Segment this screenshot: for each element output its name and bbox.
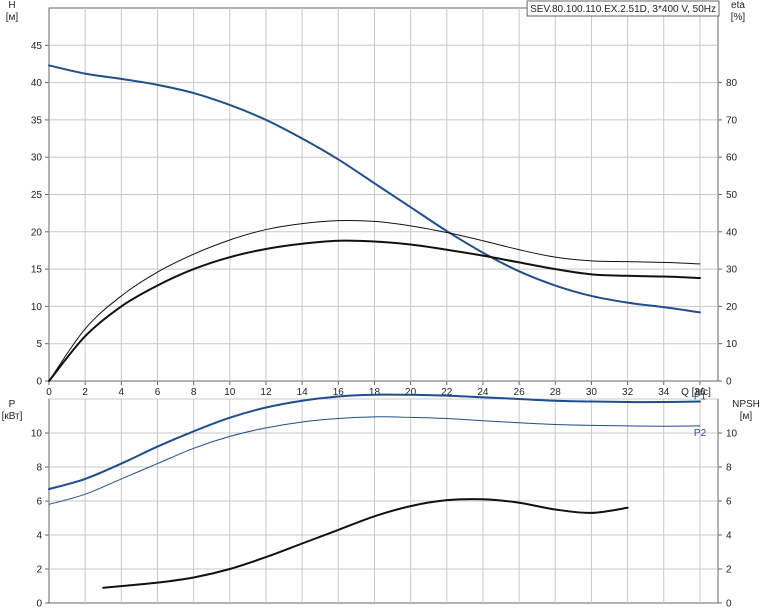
y-left-tick-label: 10 <box>31 302 43 313</box>
head-efficiency-plot: 0 2 4 6 8 10 12 14 16 18 20 22 24 26 28 30 32 34 360510152… <box>6 0 746 398</box>
axis-label-line: [кВт] <box>2 411 23 422</box>
y-left-tick-label: 30 <box>31 153 43 164</box>
y-right-tick-label: 40 <box>726 227 738 238</box>
y-right-axis-label: NPSH [м] <box>732 399 760 422</box>
series-line-2 <box>48 219 701 382</box>
series-line-1 <box>48 64 701 314</box>
x-tick-label: 8 <box>191 387 197 398</box>
y-left-axis-label: P [кВт] <box>2 399 23 422</box>
y-left-tick-label: 5 <box>36 339 42 350</box>
x-tick-label: 0 <box>46 387 52 398</box>
power-npsh-plot: 0 2 4 6 8 10 0 2 4 6 8 10 P [кВт] NPSH [м] P1 P2 <box>2 392 760 610</box>
axis-label-line: [%] <box>731 12 746 23</box>
y-left-tick-label: 0 <box>36 377 42 388</box>
series-label-p1: P1 <box>694 392 707 403</box>
y-right-tick-label: 20 <box>726 302 738 313</box>
x-tick-label: 10 <box>224 387 236 398</box>
x-tick-label: 2 <box>82 387 88 398</box>
x-tick-label: 36 <box>694 387 706 398</box>
axis-label-line: NPSH <box>732 399 760 410</box>
y-right-tick-label: 2 <box>726 565 732 576</box>
series-line-3 <box>102 498 629 589</box>
y-right-tick-label: 0 <box>726 599 732 610</box>
axis-label-line: [м] <box>740 411 753 422</box>
series-line-2 <box>48 416 701 505</box>
y-left-tick-label: 6 <box>36 497 42 508</box>
axis-label-line: P <box>9 399 16 410</box>
y-left-tick-label: 0 <box>36 599 42 610</box>
y-left-tick-label: 20 <box>31 227 43 238</box>
y-left-tick-label: 45 <box>31 41 43 52</box>
x-tick-label: 28 <box>550 387 562 398</box>
x-tick-label: 22 <box>441 387 453 398</box>
x-tick-label: 18 <box>369 387 381 398</box>
y-left-axis-label: H [м] <box>6 0 19 23</box>
axis-label-line: H <box>8 0 15 11</box>
y-right-tick-label: 8 <box>726 463 732 474</box>
y-right-tick-label: 10 <box>726 429 738 440</box>
y-right-tick-label: 70 <box>726 115 738 126</box>
y-right-tick-label: 50 <box>726 190 738 201</box>
axis-label-line: [м] <box>6 12 19 23</box>
y-left-tick-label: 8 <box>36 463 42 474</box>
y-right-tick-label: 6 <box>726 497 732 508</box>
x-tick-label: 14 <box>297 387 309 398</box>
x-axis-label: Q [л/с] <box>681 387 711 398</box>
chart-title-frame <box>526 0 720 17</box>
series-label-p2: P2 <box>694 428 707 439</box>
y-left-tick-label: 10 <box>31 429 43 440</box>
x-tick-label: 16 <box>333 387 345 398</box>
x-tick-label: 34 <box>658 387 670 398</box>
axis-label-line: eta <box>731 0 745 11</box>
x-tick-label: 30 <box>586 387 598 398</box>
x-tick-label: 26 <box>514 387 526 398</box>
y-left-tick-label: 2 <box>36 565 42 576</box>
series-line-3 <box>48 239 701 382</box>
y-left-tick-label: 40 <box>31 78 43 89</box>
y-right-tick-label: 80 <box>726 78 738 89</box>
y-right-tick-label: 0 <box>726 377 732 388</box>
y-right-tick-label: 30 <box>726 265 738 276</box>
x-tick-label: 6 <box>155 387 161 398</box>
y-left-tick-label: 35 <box>31 115 43 126</box>
series-line-1 <box>48 393 701 491</box>
x-tick-label: 12 <box>260 387 272 398</box>
y-right-tick-label: 10 <box>726 339 738 350</box>
y-right-tick-label: 60 <box>726 153 738 164</box>
y-left-tick-label: 4 <box>36 531 42 542</box>
x-tick-label: 4 <box>119 387 125 398</box>
chart-title: SEV.80.100.110.EX.2.51D, 3*400 V, 50Hz <box>530 4 716 15</box>
x-tick-label: 20 <box>405 387 417 398</box>
x-tick-label: 32 <box>622 387 634 398</box>
y-right-axis-label: eta [%] <box>731 0 746 23</box>
x-tick-label: 24 <box>477 387 489 398</box>
y-right-tick-label: 4 <box>726 531 732 542</box>
chart-title-box: SEV.80.100.110.EX.2.51D, 3*400 V, 50Hz <box>526 0 720 17</box>
y-left-tick-label: 25 <box>31 190 43 201</box>
y-left-tick-label: 15 <box>31 265 43 276</box>
